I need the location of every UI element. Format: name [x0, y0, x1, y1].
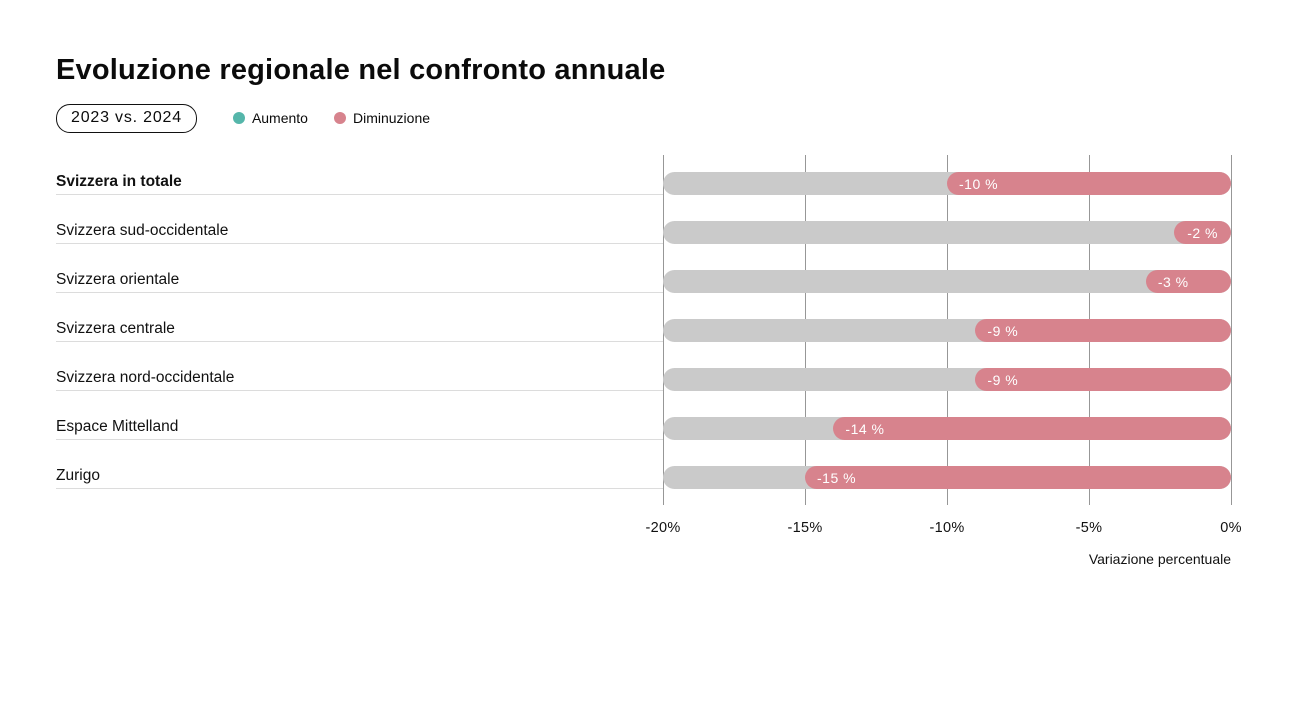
legend-item-increase: Aumento	[232, 110, 308, 126]
bar-track	[663, 221, 1231, 244]
table-row: Espace Mittelland -14 %	[56, 391, 1231, 440]
increase-dot-icon	[232, 112, 245, 124]
bar-fill: -2 %	[1174, 221, 1231, 244]
bar-fill: -10 %	[947, 172, 1231, 195]
gridline	[1230, 155, 1232, 505]
table-row: Svizzera sud-occidentale -2 %	[56, 195, 1231, 244]
table-row: Svizzera centrale -9 %	[56, 293, 1231, 342]
bar-cell: -9 %	[663, 319, 1231, 342]
row-label: Svizzera nord-occidentale	[56, 367, 663, 391]
legend: Aumento Diminuzione	[232, 110, 431, 126]
legend-decrease-label: Diminuzione	[352, 110, 431, 126]
legend-item-decrease: Diminuzione	[333, 110, 431, 126]
bar-value-label: -9 %	[987, 371, 1019, 388]
bar-cell: -15 %	[663, 466, 1231, 489]
bar-fill: -3 %	[1145, 270, 1231, 293]
table-row: Svizzera orientale -3 %	[56, 244, 1231, 293]
x-tick-label: -10%	[929, 520, 965, 536]
row-label: Svizzera in totale	[56, 171, 663, 195]
bar-cell: -2 %	[663, 221, 1231, 244]
bar-chart: Svizzera in totale -10 % Svizzera sud-oc…	[56, 146, 1241, 581]
bar-cell: -10 %	[663, 172, 1231, 195]
x-tick-label: -20%	[645, 520, 681, 536]
bar-value-label: -10 %	[959, 175, 999, 192]
bar-cell: -14 %	[663, 417, 1231, 440]
x-axis-caption: Variazione percentuale	[1088, 551, 1231, 567]
bar-fill: -15 %	[805, 466, 1231, 489]
table-row: Zurigo -15 %	[56, 440, 1231, 489]
x-axis-ticks: -20% -15% -10% -5% 0%	[645, 520, 1241, 538]
meta-row: 2023 vs. 2024 Aumento Diminuzione	[56, 103, 1289, 133]
bar-fill: -14 %	[833, 417, 1231, 440]
row-label: Zurigo	[56, 465, 663, 489]
x-tick-label: -5%	[1075, 520, 1103, 536]
row-label: Svizzera centrale	[56, 318, 663, 342]
bar-value-label: -14 %	[845, 420, 885, 437]
bar-value-label: -3 %	[1157, 273, 1189, 290]
comparison-badge: 2023 vs. 2024	[56, 103, 197, 133]
row-label: Espace Mittelland	[56, 416, 663, 440]
page: Evoluzione regionale nel confronto annua…	[0, 54, 1289, 721]
row-label: Svizzera sud-occidentale	[56, 220, 663, 244]
legend-increase-label: Aumento	[251, 110, 308, 126]
x-tick-label: 0%	[1220, 520, 1242, 536]
table-row: Svizzera in totale -10 %	[56, 146, 1231, 195]
row-label: Svizzera orientale	[56, 269, 663, 293]
bar-value-label: -2 %	[1187, 224, 1218, 241]
bar-value-label: -9 %	[987, 322, 1019, 339]
page-title: Evoluzione regionale nel confronto annua…	[56, 54, 666, 86]
table-row: Svizzera nord-occidentale -9 %	[56, 342, 1231, 391]
decrease-dot-icon	[333, 112, 346, 124]
x-tick-label: -15%	[787, 520, 823, 536]
bar-cell: -9 %	[663, 368, 1231, 391]
chart-rows: Svizzera in totale -10 % Svizzera sud-oc…	[56, 146, 1231, 489]
bar-fill: -9 %	[975, 368, 1231, 391]
bar-value-label: -15 %	[817, 469, 857, 486]
bar-track	[663, 270, 1231, 293]
bar-fill: -9 %	[975, 319, 1231, 342]
bar-cell: -3 %	[663, 270, 1231, 293]
